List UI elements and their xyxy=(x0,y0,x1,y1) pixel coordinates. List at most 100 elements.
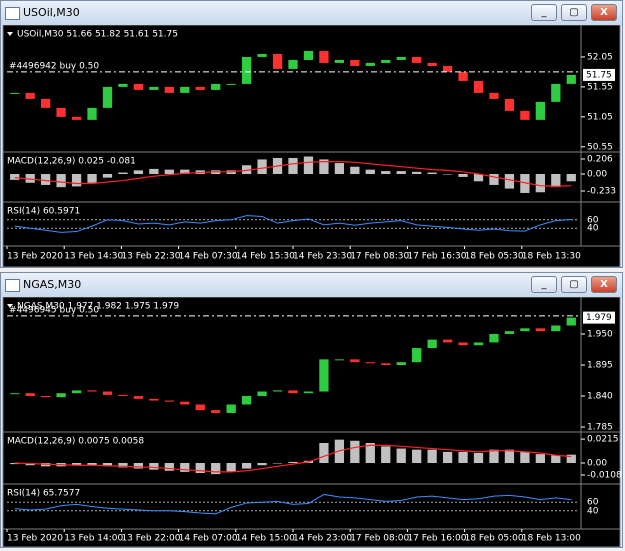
rsi-tick-label: 60 xyxy=(587,215,599,225)
current-price-label: 1.979 xyxy=(586,313,612,323)
maximize-button[interactable]: ▢ xyxy=(561,4,587,21)
candle xyxy=(442,339,453,343)
macd-bar xyxy=(257,463,267,466)
candle xyxy=(473,342,484,346)
candle xyxy=(56,393,66,398)
title-bar: NGAS,M30 _ ▢ X xyxy=(1,273,622,297)
macd-bar xyxy=(551,455,561,463)
candle xyxy=(25,393,35,397)
candle xyxy=(56,107,66,117)
time-label: 13 Feb 14:00 xyxy=(64,534,123,544)
macd-bar xyxy=(180,169,190,175)
candle xyxy=(211,83,221,90)
macd-bar xyxy=(473,453,484,463)
macd-bar xyxy=(226,463,236,472)
macd-bar xyxy=(133,170,144,175)
macd-bar xyxy=(396,171,406,175)
rsi-label: RSI(14) 60.5971 xyxy=(7,207,80,217)
candle xyxy=(535,101,545,120)
rsi-tick-label: 60 xyxy=(587,498,599,508)
macd-bar xyxy=(412,449,422,463)
macd-bar xyxy=(396,448,406,463)
current-price-box xyxy=(583,68,615,81)
macd-bar xyxy=(272,463,283,464)
time-label: 17 Feb 16:00 xyxy=(407,534,466,544)
minimize-button[interactable]: _ xyxy=(531,4,557,21)
candle xyxy=(442,65,453,72)
candle xyxy=(350,359,360,363)
candle xyxy=(10,92,20,94)
chart-header: USOil,M30 51.66 51.82 51.61 51.75 xyxy=(17,30,178,40)
candle xyxy=(334,359,345,361)
time-label: 18 Feb 05:30 xyxy=(465,252,524,262)
candle xyxy=(489,92,499,99)
time-label: 13 Feb 2020 xyxy=(7,252,63,262)
macd-bar xyxy=(87,463,97,466)
candle xyxy=(303,391,314,394)
candle xyxy=(180,401,190,405)
price-tick-label: 1.895 xyxy=(587,361,613,371)
minimize-button[interactable]: _ xyxy=(531,276,557,293)
candle xyxy=(520,110,530,120)
macd-bar xyxy=(442,174,453,175)
candle xyxy=(551,83,561,102)
price-tick-label: 51.55 xyxy=(587,82,613,92)
candle xyxy=(504,331,515,334)
candle xyxy=(535,328,545,332)
order-label: #4496942 buy 0.50 xyxy=(9,61,99,71)
chart-header: NGAS,M30 1.977 1.982 1.975 1.979 xyxy=(17,302,179,312)
window-title: NGAS,M30 xyxy=(23,278,82,291)
candle xyxy=(427,62,437,66)
candle xyxy=(226,404,236,413)
macd-tick-label: 0.206 xyxy=(587,154,613,164)
candle xyxy=(149,398,159,401)
candle xyxy=(102,391,113,395)
candle xyxy=(71,116,82,120)
macd-bar xyxy=(442,451,453,463)
macd-bar xyxy=(551,174,561,188)
macd-bar xyxy=(350,166,360,175)
macd-bar xyxy=(118,172,128,175)
candle xyxy=(133,83,144,90)
price-tick-label: 51.05 xyxy=(587,112,613,122)
maximize-button[interactable]: ▢ xyxy=(561,276,587,293)
title-bar: USOil,M30 _ ▢ X xyxy=(1,1,622,25)
macd-bar xyxy=(133,463,144,469)
chart-background xyxy=(2,24,621,268)
candle xyxy=(195,86,205,90)
chart-window: USOil,M30 _ ▢ X 52.05 51.55 51.05 50.55 #449… xyxy=(0,0,623,268)
price-tick-label: 1.785 xyxy=(587,423,613,433)
header-marker xyxy=(7,304,13,308)
candle xyxy=(458,71,468,81)
time-label: 14 Feb 07:30 xyxy=(179,252,238,262)
current-price-label: 51.75 xyxy=(586,70,612,80)
candle xyxy=(365,362,375,364)
candle xyxy=(195,404,205,411)
time-label: 14 Feb 15:30 xyxy=(236,252,295,262)
macd-bar xyxy=(288,157,298,175)
macd-bar xyxy=(504,449,515,463)
macd-bar xyxy=(381,446,391,463)
candle xyxy=(566,74,576,84)
close-button[interactable]: X xyxy=(591,276,617,293)
candle xyxy=(102,86,113,108)
candle xyxy=(257,391,267,397)
candle xyxy=(288,390,298,394)
macd-bar xyxy=(350,440,360,463)
time-label: 14 Feb 23:00 xyxy=(293,534,352,544)
candle xyxy=(319,359,329,392)
macd-bar xyxy=(535,174,545,193)
chart-area: 1.950 1.895 1.840 1.785 #4496945 buy 0.50 1.9… xyxy=(2,296,622,548)
candle xyxy=(520,328,530,332)
current-price-box xyxy=(583,311,615,324)
candle xyxy=(272,53,283,69)
candle xyxy=(396,362,406,365)
macd-bar xyxy=(303,156,314,175)
candle xyxy=(211,410,221,413)
candle xyxy=(381,363,391,365)
macd-bar xyxy=(566,454,576,463)
close-button[interactable]: X xyxy=(591,4,617,21)
price-tick-label: 52.05 xyxy=(587,52,613,62)
candle xyxy=(180,86,190,93)
macd-bar xyxy=(241,165,252,175)
